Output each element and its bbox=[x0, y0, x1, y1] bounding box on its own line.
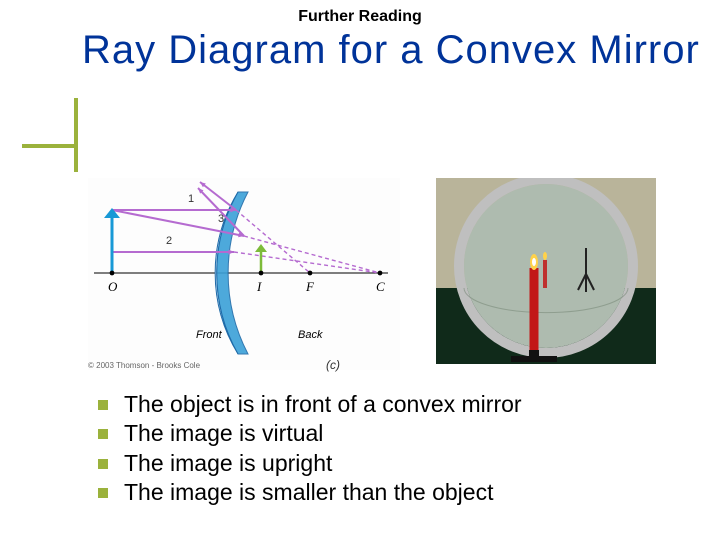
ray-diagram-svg: 123OIFCFrontBack bbox=[88, 178, 400, 370]
mirror-photo-svg bbox=[436, 178, 656, 364]
svg-text:1: 1 bbox=[188, 193, 194, 205]
ray-diagram-figure: 123OIFCFrontBack © 2003 Thomson - Brooks… bbox=[88, 178, 400, 370]
svg-text:F: F bbox=[305, 279, 315, 294]
bullet-item: The image is smaller than the object bbox=[98, 478, 688, 507]
svg-text:Back: Back bbox=[298, 329, 323, 341]
svg-text:I: I bbox=[256, 279, 262, 294]
mirror-photo-figure bbox=[436, 178, 656, 364]
svg-text:2: 2 bbox=[166, 235, 172, 247]
accent-horizontal bbox=[22, 144, 74, 148]
svg-text:Front: Front bbox=[196, 329, 223, 341]
figure-row: 123OIFCFrontBack © 2003 Thomson - Brooks… bbox=[88, 178, 656, 370]
accent-vertical bbox=[74, 98, 78, 172]
page-title: Ray Diagram for a Convex Mirror bbox=[82, 28, 702, 73]
svg-text:O: O bbox=[108, 279, 118, 294]
bullet-item: The object is in front of a convex mirro… bbox=[98, 390, 688, 419]
copyright-caption: © 2003 Thomson - Brooks Cole bbox=[88, 361, 200, 370]
svg-text:C: C bbox=[376, 279, 385, 294]
subfigure-label: (c) bbox=[326, 358, 340, 372]
bullet-item: The image is upright bbox=[98, 449, 688, 478]
bullet-list: The object is in front of a convex mirro… bbox=[98, 390, 688, 508]
bullet-item: The image is virtual bbox=[98, 419, 688, 448]
header-label: Further Reading bbox=[0, 8, 720, 26]
